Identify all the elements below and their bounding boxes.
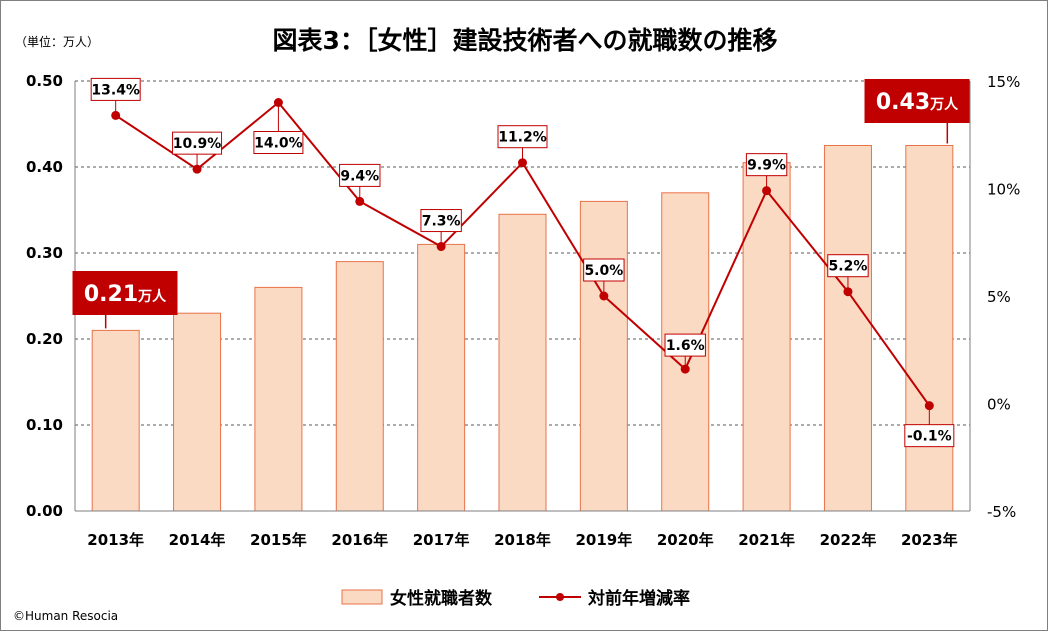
x-tick-label: 2018年 [494, 531, 551, 549]
callout-box [72, 271, 178, 315]
bar [823, 145, 872, 512]
data-label: 10.9% [173, 136, 222, 152]
bar [742, 162, 791, 512]
data-label: 9.9% [747, 158, 786, 174]
left-tick-label: 0.50 [26, 72, 63, 90]
bar [173, 312, 222, 512]
legend-line-label: 対前年増減率 [587, 588, 690, 609]
data-label-box [497, 125, 548, 149]
data-labels: 13.4% 10.9% 14.0% 9.4% 7.3% 11.2% 5.0% 1.6% 9.9%… [90, 77, 955, 448]
callout-box [864, 79, 970, 123]
gridlines [75, 80, 970, 426]
bar [335, 261, 384, 512]
right-tick-label: 15% [987, 73, 1020, 91]
bar [417, 243, 466, 512]
legend-line-marker [556, 593, 564, 601]
right-tick-label: 5% [987, 288, 1011, 306]
bar [91, 329, 140, 512]
left-tick-label: 0.10 [26, 416, 63, 434]
x-tick-label: 2016年 [331, 531, 388, 549]
data-label-box [253, 131, 304, 154]
data-label: 14.0% [254, 136, 303, 152]
legend: 女性就職者数 対前年増減率 [341, 588, 690, 609]
data-label: 1.6% [666, 338, 705, 354]
data-label-box [339, 163, 381, 187]
left-tick-label: 0.20 [26, 330, 63, 348]
callout-text: 0.21万人 [84, 282, 167, 307]
data-label: 13.4% [91, 82, 140, 98]
x-tick-label: 2023年 [901, 531, 958, 549]
bar-series [91, 145, 954, 512]
callouts: 0.21万人 0.43万人 [72, 79, 970, 329]
legend-bar-label: 女性就職者数 [390, 588, 493, 609]
data-label: 5.2% [829, 259, 868, 275]
data-label: 11.2% [498, 130, 547, 146]
data-label-box [172, 131, 223, 155]
right-tick-label: 0% [987, 396, 1011, 414]
bar [254, 286, 303, 512]
data-label: 7.3% [422, 214, 461, 230]
chart-title: 図表3：［女性］建設技術者への就職数の推移 [273, 26, 778, 55]
data-label-box [745, 153, 788, 177]
bar [498, 213, 547, 512]
left-tick-label: 0.30 [26, 244, 63, 262]
data-label-box [664, 333, 706, 357]
axes: 0.00 0.10 0.20 0.30 0.40 0.50 -5% 0% 5% 10% 15% 201… [26, 72, 1020, 549]
x-tick-label: 2021年 [738, 531, 795, 549]
x-tick-label: 2019年 [575, 531, 632, 549]
x-tick-label: 2013年 [87, 531, 144, 549]
x-tick-label: 2022年 [820, 531, 877, 549]
data-label: -0.1% [907, 429, 952, 445]
data-label-box [90, 77, 141, 101]
data-label: 5.0% [584, 263, 623, 279]
x-tick-label: 2020年 [657, 531, 714, 549]
data-label: 9.4% [340, 168, 379, 184]
legend-bar-swatch [341, 589, 383, 605]
left-tick-label: 0.00 [26, 502, 63, 520]
x-tick-label: 2017年 [413, 531, 470, 549]
x-tick-label: 2015年 [250, 531, 307, 549]
data-label-box [583, 258, 625, 282]
bar [905, 145, 954, 512]
right-tick-label: 10% [987, 181, 1020, 199]
callout-text: 0.43万人 [876, 90, 959, 115]
copyright: ©Human Resocia [13, 609, 118, 623]
unit-label: （単位：万人） [15, 34, 99, 49]
data-label-box [904, 424, 955, 448]
x-tick-label: 2014年 [169, 531, 226, 549]
bar [579, 200, 628, 512]
data-label-box [827, 254, 869, 278]
right-tick-label: -5% [987, 503, 1016, 521]
data-label-box [420, 209, 462, 233]
left-tick-label: 0.40 [26, 158, 63, 176]
